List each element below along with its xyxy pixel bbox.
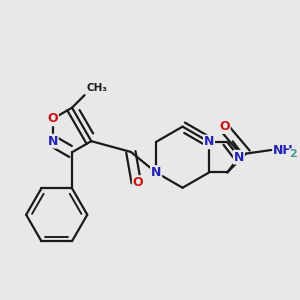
- Text: O: O: [47, 112, 58, 125]
- Text: O: O: [219, 120, 230, 133]
- Text: CH₃: CH₃: [86, 83, 107, 93]
- Text: O: O: [133, 176, 143, 189]
- Text: 2: 2: [289, 148, 297, 159]
- Text: NH: NH: [273, 143, 294, 157]
- Text: N: N: [47, 135, 58, 148]
- Text: N: N: [204, 135, 214, 148]
- Text: N: N: [234, 151, 244, 164]
- Text: N: N: [151, 166, 161, 179]
